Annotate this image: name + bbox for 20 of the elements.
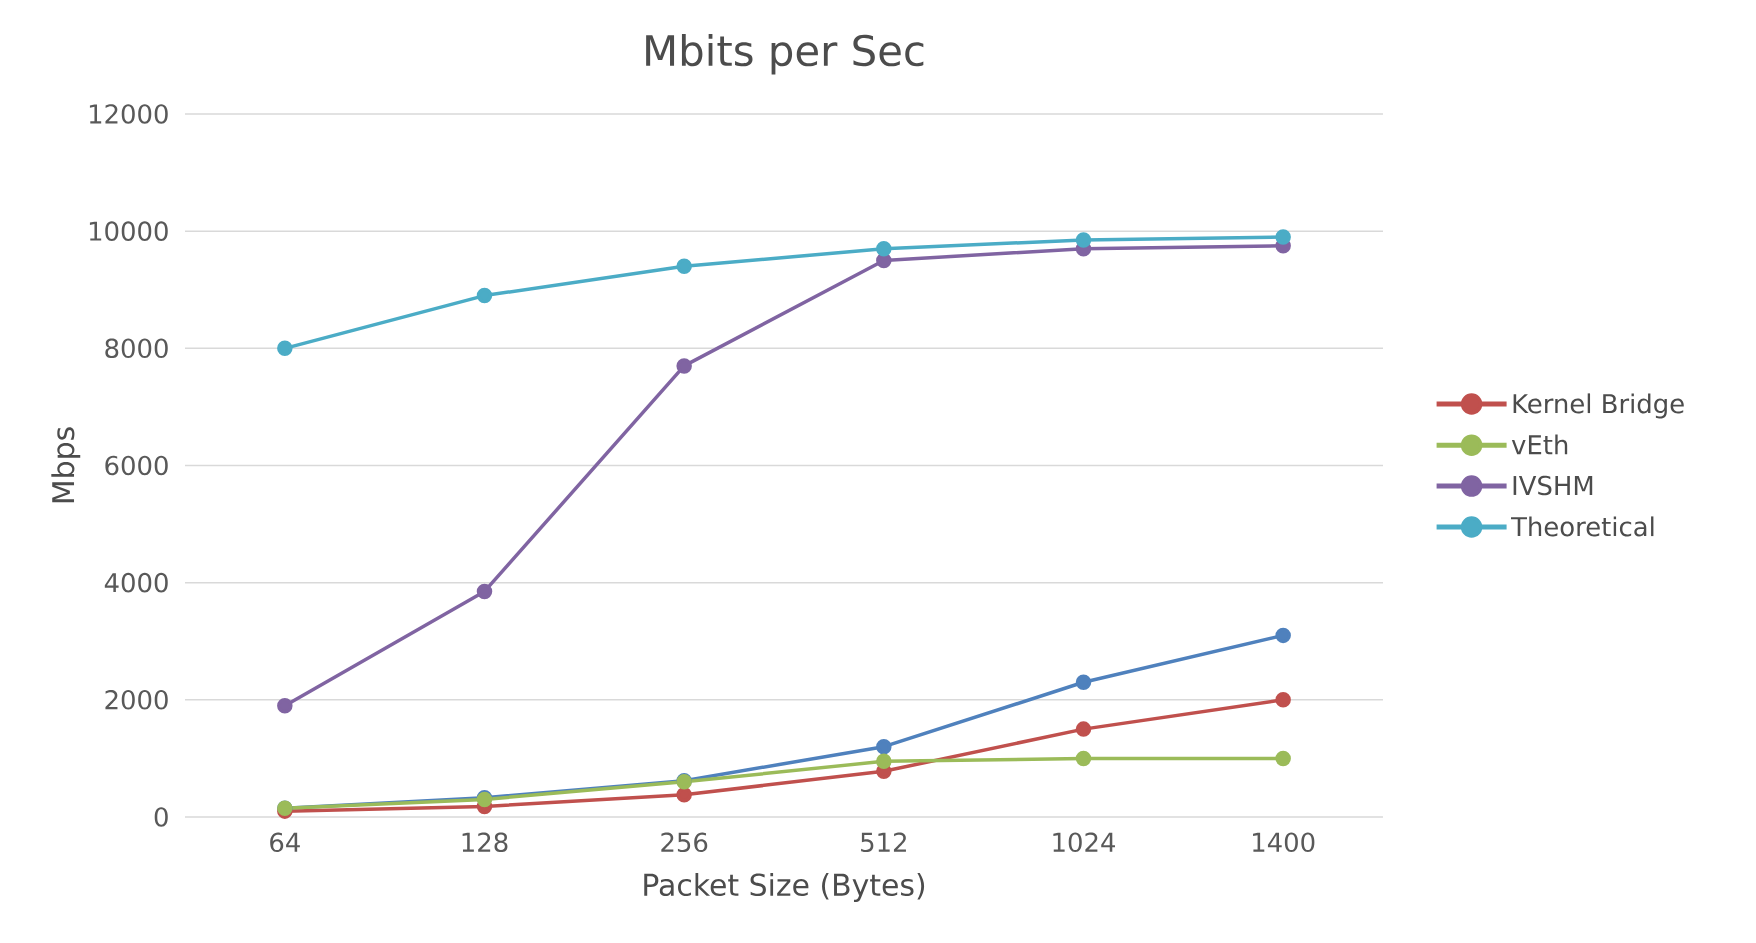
legend-label: IVSHM <box>1513 475 1593 496</box>
chart-title: Mbits per Sec <box>646 33 924 75</box>
x-tick-label: 128 <box>462 832 508 853</box>
y-tick-label: 10000 <box>89 221 168 241</box>
x-tick-label: 512 <box>861 832 906 853</box>
x-tick-label: 256 <box>661 832 708 853</box>
y-tick-label: 4000 <box>104 572 168 593</box>
x-tick-label: 1400 <box>1253 832 1315 853</box>
y-tick-label: 2000 <box>105 690 168 710</box>
y-tick-label: 12000 <box>89 104 168 124</box>
y-tick-label: 6000 <box>105 455 168 476</box>
x-axis-title: Packet Size (Bytes) <box>644 872 925 902</box>
legend-label: Theoretical <box>1511 516 1654 537</box>
legend-label: Kernel Bridge <box>1513 393 1684 419</box>
y-tick-label: 0 <box>154 807 168 827</box>
y-tick-label: 8000 <box>105 338 168 359</box>
legend-label: vEth <box>1511 434 1568 455</box>
y-axis-title: Mbps <box>51 427 81 503</box>
x-tick-label: 1024 <box>1053 832 1115 853</box>
x-tick-label: 64 <box>270 832 300 853</box>
